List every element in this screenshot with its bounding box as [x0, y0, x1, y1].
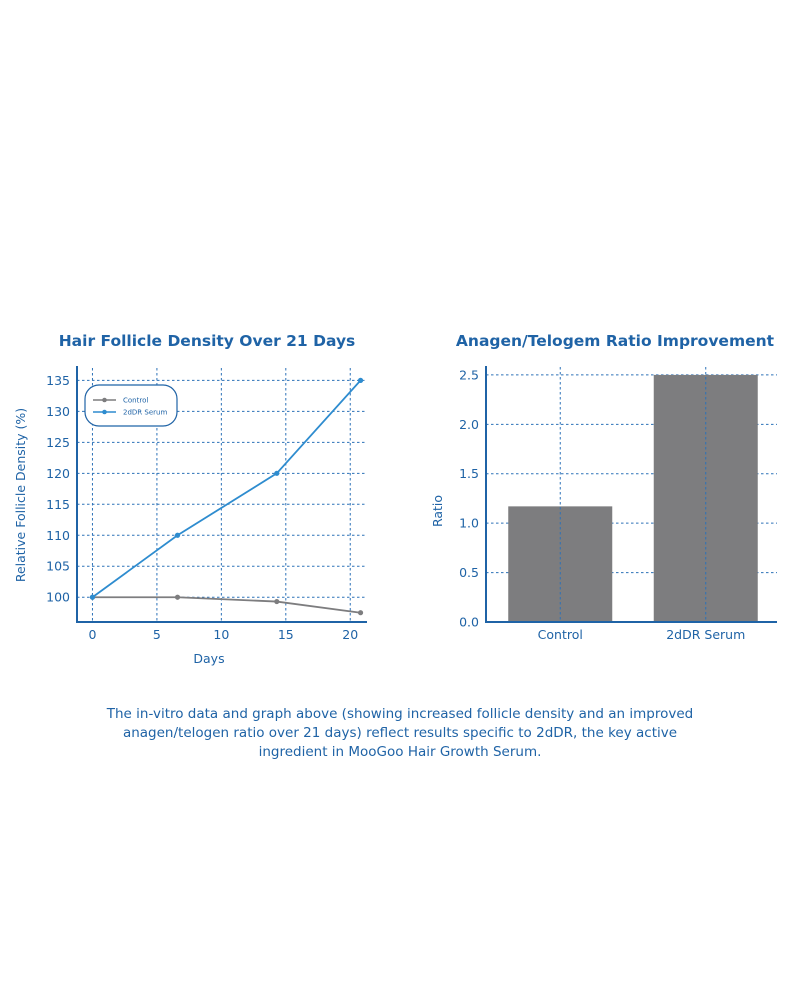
series-line-serum — [91, 379, 362, 598]
series-line-control — [92, 596, 361, 614]
line-y-tick-label: 110 — [46, 528, 70, 543]
bar-chart-ticks: 0.0 0.5 1.0 1.5 2.0 2.5 Control 2dDR Serum — [459, 367, 745, 642]
bar-y-tick-label: 0.0 — [459, 615, 479, 630]
line-y-tick-label: 120 — [46, 466, 70, 481]
line-y-tick-label: 130 — [46, 404, 70, 419]
line-y-tick-label: 115 — [46, 497, 70, 512]
line-chart-xlabel: Days — [193, 651, 224, 666]
legend-serum-label: 2dDR Serum — [123, 409, 167, 417]
line-x-tick-label: 0 — [88, 627, 96, 642]
legend-control-label: Control — [123, 397, 148, 405]
bar-chart-bars — [508, 374, 758, 622]
line-chart-series — [89, 377, 364, 616]
bar-x-tick-label: Control — [538, 627, 583, 642]
bar-chart-ylabel: Ratio — [430, 495, 445, 527]
bar-y-tick-label: 1.5 — [459, 466, 479, 481]
line-x-tick-label: 10 — [213, 627, 229, 642]
bar-chart-title: Anagen/Telogem Ratio Improvement — [456, 332, 775, 350]
data-point-serum — [89, 594, 96, 600]
line-chart: Hair Follicle Density Over 21 Days Days … — [13, 332, 367, 666]
bar-chart: Anagen/Telogem Ratio Improvement Ratio 0… — [430, 332, 777, 642]
line-chart-legend: Control 2dDR Serum — [84, 384, 178, 427]
data-point-serum — [274, 470, 280, 476]
line-y-tick-label: 100 — [46, 590, 70, 605]
caption: The in-vitro data and graph above (showi… — [106, 706, 694, 760]
data-point-control — [274, 598, 280, 605]
bar-y-tick-label: 2.0 — [459, 417, 479, 432]
line-chart-ticks: 100 105 110 115 120 125 130 135 0 5 10 15 20 — [46, 373, 358, 642]
data-point-control — [357, 610, 364, 616]
bar-y-tick-label: 2.5 — [459, 367, 479, 382]
bar-x-tick-label: 2dDR Serum — [666, 627, 745, 642]
legend-box — [84, 384, 178, 427]
data-point-serum — [174, 532, 181, 538]
legend-serum-marker — [102, 409, 107, 415]
bar-y-tick-label: 1.0 — [459, 516, 479, 531]
line-chart-ylabel: Relative Follicle Density (%) — [13, 408, 28, 582]
line-y-tick-label: 135 — [46, 373, 70, 388]
line-chart-title: Hair Follicle Density Over 21 Days — [59, 332, 356, 350]
line-x-tick-label: 15 — [278, 627, 294, 642]
line-x-tick-label: 20 — [342, 627, 358, 642]
line-x-tick-label: 5 — [153, 627, 161, 642]
bar-y-tick-label: 0.5 — [459, 565, 479, 580]
bar-chart-grid-vertical — [559, 367, 707, 622]
line-y-tick-label: 125 — [46, 435, 70, 450]
data-point-control — [174, 594, 181, 600]
line-y-tick-label: 105 — [46, 559, 70, 574]
data-point-serum — [357, 377, 364, 383]
legend-control-marker — [102, 397, 107, 403]
